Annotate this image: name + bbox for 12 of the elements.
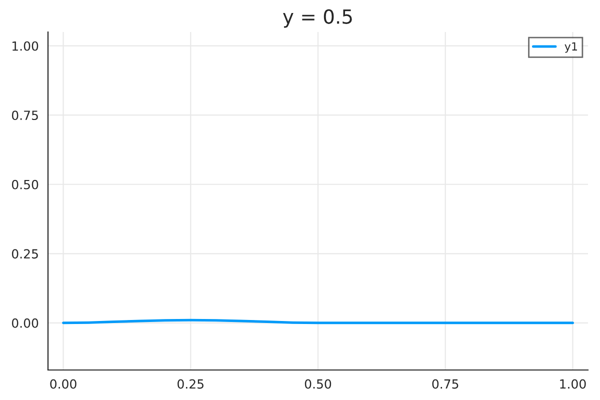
- legend-label: y1: [564, 42, 577, 53]
- y-tick-label: 0.75: [12, 110, 38, 120]
- x-tick-label: 0.75: [432, 379, 458, 389]
- x-tick-label: 0.25: [178, 379, 204, 389]
- chart-title: y = 0.5: [283, 9, 352, 28]
- y-tick-label: 0.25: [12, 249, 38, 259]
- x-tick-label: 1.00: [560, 379, 586, 389]
- x-tick-label: 0.00: [50, 379, 76, 389]
- x-tick-label: 0.50: [304, 379, 332, 389]
- y-tick-label: 0.50: [12, 180, 38, 190]
- y-tick-label: 1.00: [12, 41, 38, 51]
- y-tick-label: 0.00: [12, 318, 38, 328]
